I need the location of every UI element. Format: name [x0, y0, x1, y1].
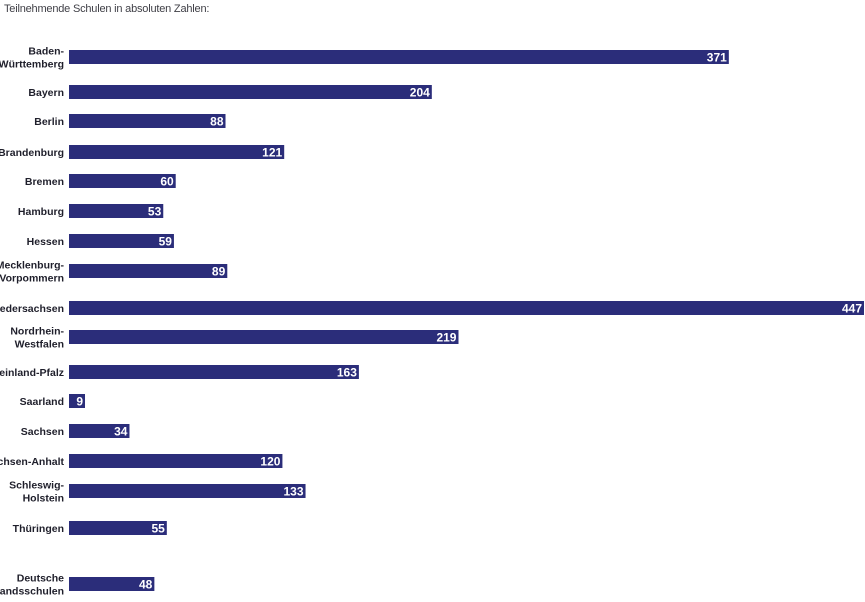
chart-title: Teilnehmende Schulen in absoluten Zahlen… — [4, 3, 210, 15]
bar — [69, 521, 167, 535]
category-label: Nordrhein-Westfalen — [10, 326, 64, 351]
category-label: Saarland — [20, 396, 64, 408]
category-label: Hessen — [27, 236, 64, 248]
bar — [69, 264, 228, 278]
bar-value-label: 447 — [842, 302, 862, 316]
bar — [69, 394, 86, 408]
category-label: Thüringen — [13, 523, 64, 535]
bar-value-label: 219 — [436, 331, 456, 345]
bar-value-label: 120 — [260, 455, 280, 469]
bar — [69, 234, 174, 248]
bar-value-label: 34 — [114, 425, 128, 439]
category-label: Rheinland-Pfalz — [0, 367, 64, 379]
bar — [69, 204, 164, 218]
bar-value-label: 121 — [262, 146, 282, 160]
bar — [69, 50, 729, 64]
bar-value-label: 163 — [337, 366, 357, 380]
bar — [69, 174, 176, 188]
bar — [69, 484, 306, 498]
category-label: DeutscheAuslandsschulen — [0, 573, 64, 598]
bar-value-label: 89 — [212, 265, 226, 279]
bar — [69, 145, 285, 159]
category-label: Niedersachsen — [0, 303, 64, 315]
category-label: Sachsen-Anhalt — [0, 456, 64, 468]
bar — [69, 330, 459, 344]
bar-value-label: 48 — [139, 578, 153, 592]
category-label: Hamburg — [18, 206, 64, 218]
bar-value-label: 9 — [76, 395, 83, 409]
bar-value-label: 53 — [148, 205, 162, 219]
category-label: Berlin — [34, 116, 64, 128]
bar-value-label: 133 — [284, 485, 304, 499]
category-label: Mecklenburg-Vorpommern — [0, 260, 64, 285]
category-label: Schleswig-Holstein — [9, 480, 64, 505]
category-label: Brandenburg — [0, 147, 64, 159]
category-label: Baden-Württemberg — [0, 46, 64, 71]
bar — [69, 85, 432, 99]
bar — [69, 114, 226, 128]
bar-value-label: 55 — [151, 522, 165, 536]
bar — [69, 424, 130, 438]
bar — [69, 301, 864, 315]
bar-value-label: 59 — [159, 235, 173, 249]
bar-value-label: 88 — [210, 115, 224, 129]
bar — [69, 577, 155, 591]
bar-value-label: 60 — [160, 175, 174, 189]
category-label: Bayern — [28, 87, 64, 99]
category-label: Bremen — [25, 176, 64, 188]
bar — [69, 365, 359, 379]
bar-value-label: 371 — [707, 51, 727, 65]
bar — [69, 454, 283, 468]
bar-value-label: 204 — [410, 86, 430, 100]
category-label: Sachsen — [21, 426, 64, 438]
